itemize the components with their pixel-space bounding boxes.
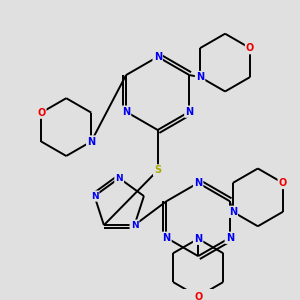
Text: O: O xyxy=(37,108,45,118)
Text: N: N xyxy=(196,72,204,82)
Text: O: O xyxy=(194,292,202,300)
Text: N: N xyxy=(91,192,98,201)
Text: N: N xyxy=(229,207,237,217)
Text: N: N xyxy=(122,107,130,117)
Text: N: N xyxy=(185,107,194,117)
Text: O: O xyxy=(246,43,254,53)
Text: N: N xyxy=(226,233,234,243)
Text: N: N xyxy=(131,220,138,230)
Text: N: N xyxy=(154,52,162,62)
Text: O: O xyxy=(279,178,287,188)
Text: N: N xyxy=(194,178,202,188)
Text: N: N xyxy=(162,233,170,243)
Text: N: N xyxy=(87,136,95,146)
Text: N: N xyxy=(194,234,202,244)
Text: N: N xyxy=(116,174,123,183)
Text: S: S xyxy=(154,165,161,176)
